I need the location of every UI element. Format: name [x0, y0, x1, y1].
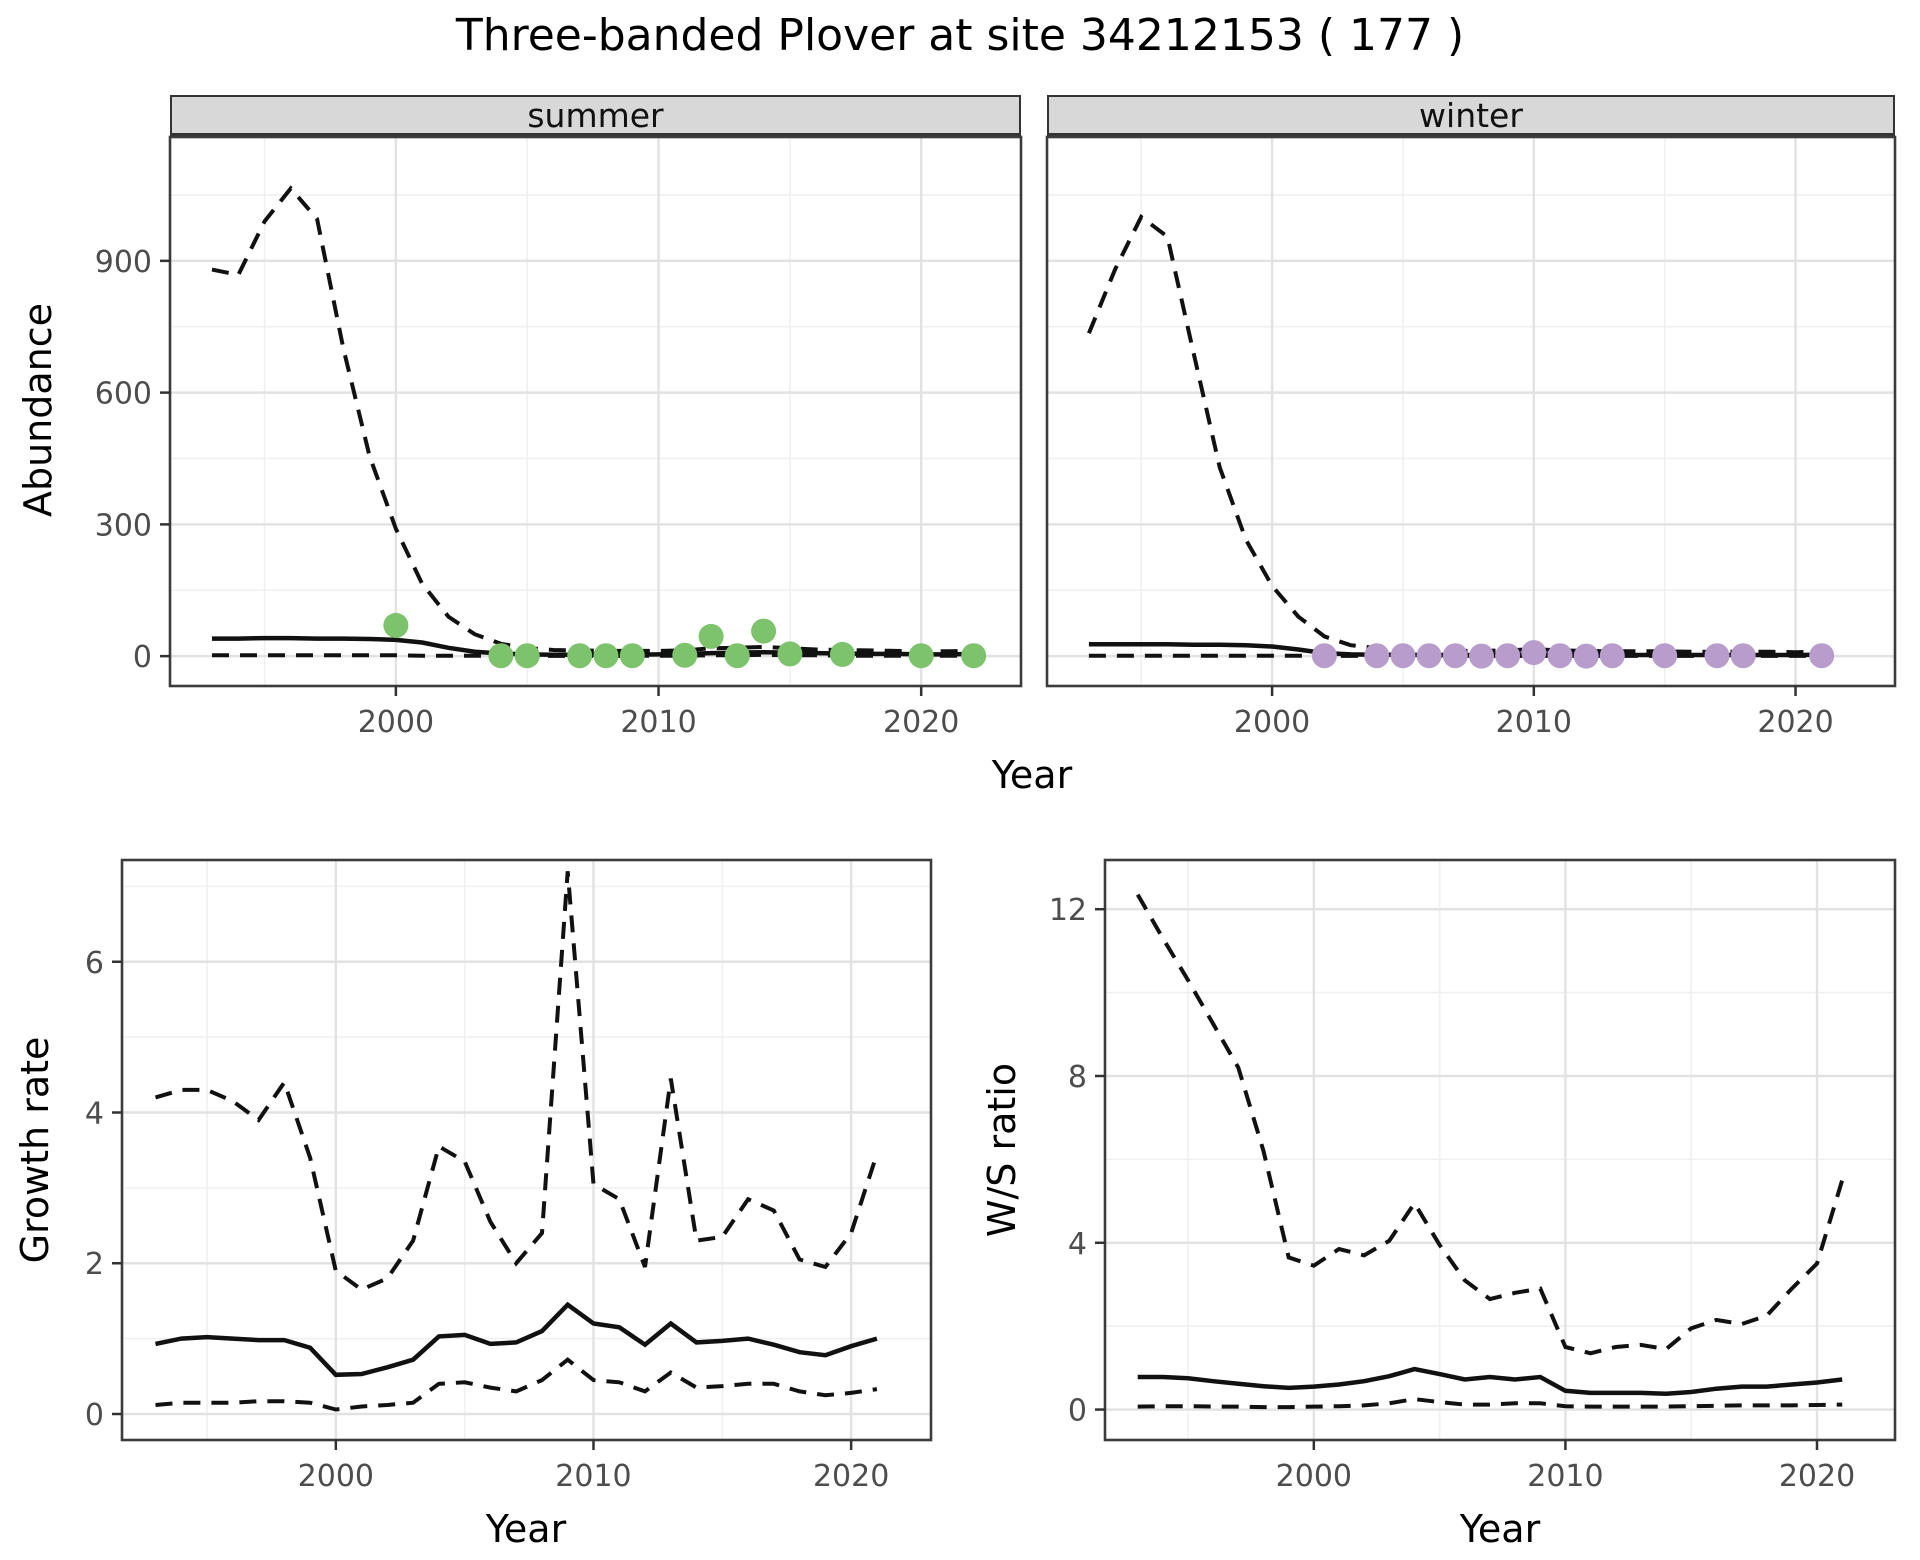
observation-point: [908, 643, 934, 669]
y-tick-label: 6: [85, 946, 104, 981]
y-tick-label: 8: [1068, 1060, 1087, 1095]
x-tick-label: 2000: [298, 1459, 374, 1494]
observation-point: [1416, 643, 1442, 669]
x-tick-label: 2010: [620, 705, 696, 740]
x-tick-label: 2020: [1779, 1459, 1855, 1494]
observation-point: [1311, 643, 1337, 669]
axis-growth_rate: 2000 2010 2020 0 2 4 6: [85, 946, 889, 1494]
x-tick-label: 2010: [555, 1459, 631, 1494]
x-tick-label: 2010: [1496, 705, 1572, 740]
observation-point: [751, 618, 777, 644]
series-line-lower_ci: [1137, 1397, 1843, 1410]
series-line-median: [155, 1301, 878, 1378]
observation-point: [383, 612, 409, 638]
observation-point: [1730, 643, 1756, 669]
panel-background: [122, 860, 931, 1440]
y-tick-label: 0: [85, 1398, 104, 1433]
observation-point: [1547, 643, 1573, 669]
observation-point: [829, 641, 855, 667]
observation-point: [567, 643, 593, 669]
observation-point: [1521, 640, 1547, 666]
observation-point: [1809, 643, 1835, 669]
observation-point: [1599, 643, 1625, 669]
panel-abundance_winter: 2000 2010 2020: [1045, 135, 1897, 740]
x-tick-label: 2020: [813, 1459, 889, 1494]
panel-border: [120, 858, 933, 1442]
series-line-lower_ci: [155, 1357, 878, 1412]
observation-point: [1364, 643, 1390, 669]
page-title: Three-banded Plover at site 34212153 ( 1…: [455, 10, 1465, 61]
observation-point: [672, 642, 698, 668]
panel-background: [1047, 137, 1895, 686]
y-tick-label: 900: [95, 245, 152, 280]
axis-abundance_winter: 2000 2010 2020: [1234, 686, 1834, 740]
x-axis-title-year-top: Year: [991, 753, 1073, 797]
y-tick-label: 4: [1068, 1227, 1087, 1262]
x-tick-label: 2020: [1757, 705, 1833, 740]
x-tick-label: 2010: [1527, 1459, 1603, 1494]
observation-point: [1469, 643, 1494, 669]
gridlines: [1047, 137, 1895, 686]
observation-point: [1704, 643, 1730, 669]
observation-point: [1442, 643, 1468, 669]
y-tick-label: 300: [95, 508, 152, 543]
observation-point: [1573, 643, 1599, 669]
axis-ws_ratio: 2000 2010 2020 0 4 8 12: [1049, 893, 1855, 1494]
points-observed_winter_counts: [1311, 640, 1835, 669]
x-tick-label: 2000: [1234, 705, 1310, 740]
gridlines: [170, 137, 1021, 686]
observation-point: [1652, 643, 1678, 669]
facet-strip-winter-label: winter: [1419, 95, 1523, 135]
panel-background: [1105, 860, 1895, 1440]
x-tick-label: 2000: [1276, 1459, 1352, 1494]
y-axis-title-abundance: Abundance: [16, 302, 60, 518]
panel-background: [170, 137, 1021, 686]
observation-point: [724, 643, 750, 669]
series-line-median: [1137, 1366, 1843, 1396]
series-line-upper_ci: [211, 185, 974, 654]
y-tick-label: 600: [95, 377, 152, 412]
series-line-upper_ci: [1135, 893, 1845, 1356]
x-tick-label: 2020: [883, 705, 959, 740]
facet-strip-winter: winter: [1047, 95, 1895, 137]
panel-abundance_summer: 2000 2010 2020 0 300 600 900: [95, 135, 1023, 740]
x-axis-title-year-bottom-right: Year: [1459, 1507, 1541, 1551]
observation-point: [961, 643, 987, 669]
x-tick-label: 2000: [358, 705, 434, 740]
observation-point: [777, 641, 803, 667]
y-tick-label: 2: [85, 1247, 104, 1282]
observation-point: [1495, 643, 1521, 669]
y-tick-label: 4: [85, 1097, 104, 1132]
y-tick-label: 0: [133, 640, 152, 675]
points-observed_summer_counts: [383, 612, 987, 669]
observation-point: [698, 623, 724, 649]
axis-abundance_summer: 2000 2010 2020 0 300 600 900: [95, 245, 960, 740]
y-axis-title-growth-rate: Growth rate: [13, 1036, 57, 1264]
panel-border: [1103, 858, 1897, 1442]
gridlines: [122, 860, 931, 1440]
panel-ws_ratio: 2000 2010 2020 0 4 8 12: [1049, 858, 1897, 1494]
observation-point: [593, 643, 619, 669]
y-tick-label: 0: [1068, 1394, 1087, 1429]
observation-point: [1390, 643, 1416, 669]
y-axis-title-ws-ratio: W/S ratio: [980, 1062, 1024, 1238]
facet-strip-summer: summer: [170, 95, 1021, 137]
y-tick-label: 12: [1049, 893, 1087, 928]
facet-strip-summer-label: summer: [527, 95, 664, 135]
observation-point: [619, 643, 645, 669]
panel-border: [1045, 135, 1897, 688]
observation-point: [514, 643, 540, 669]
x-axis-title-year-bottom-left: Year: [485, 1507, 567, 1551]
series-line-upper_ci: [154, 871, 879, 1292]
observation-point: [488, 643, 514, 669]
panel-growth_rate: 2000 2010 2020 0 2 4 6: [85, 858, 933, 1494]
panel-border: [168, 135, 1023, 688]
